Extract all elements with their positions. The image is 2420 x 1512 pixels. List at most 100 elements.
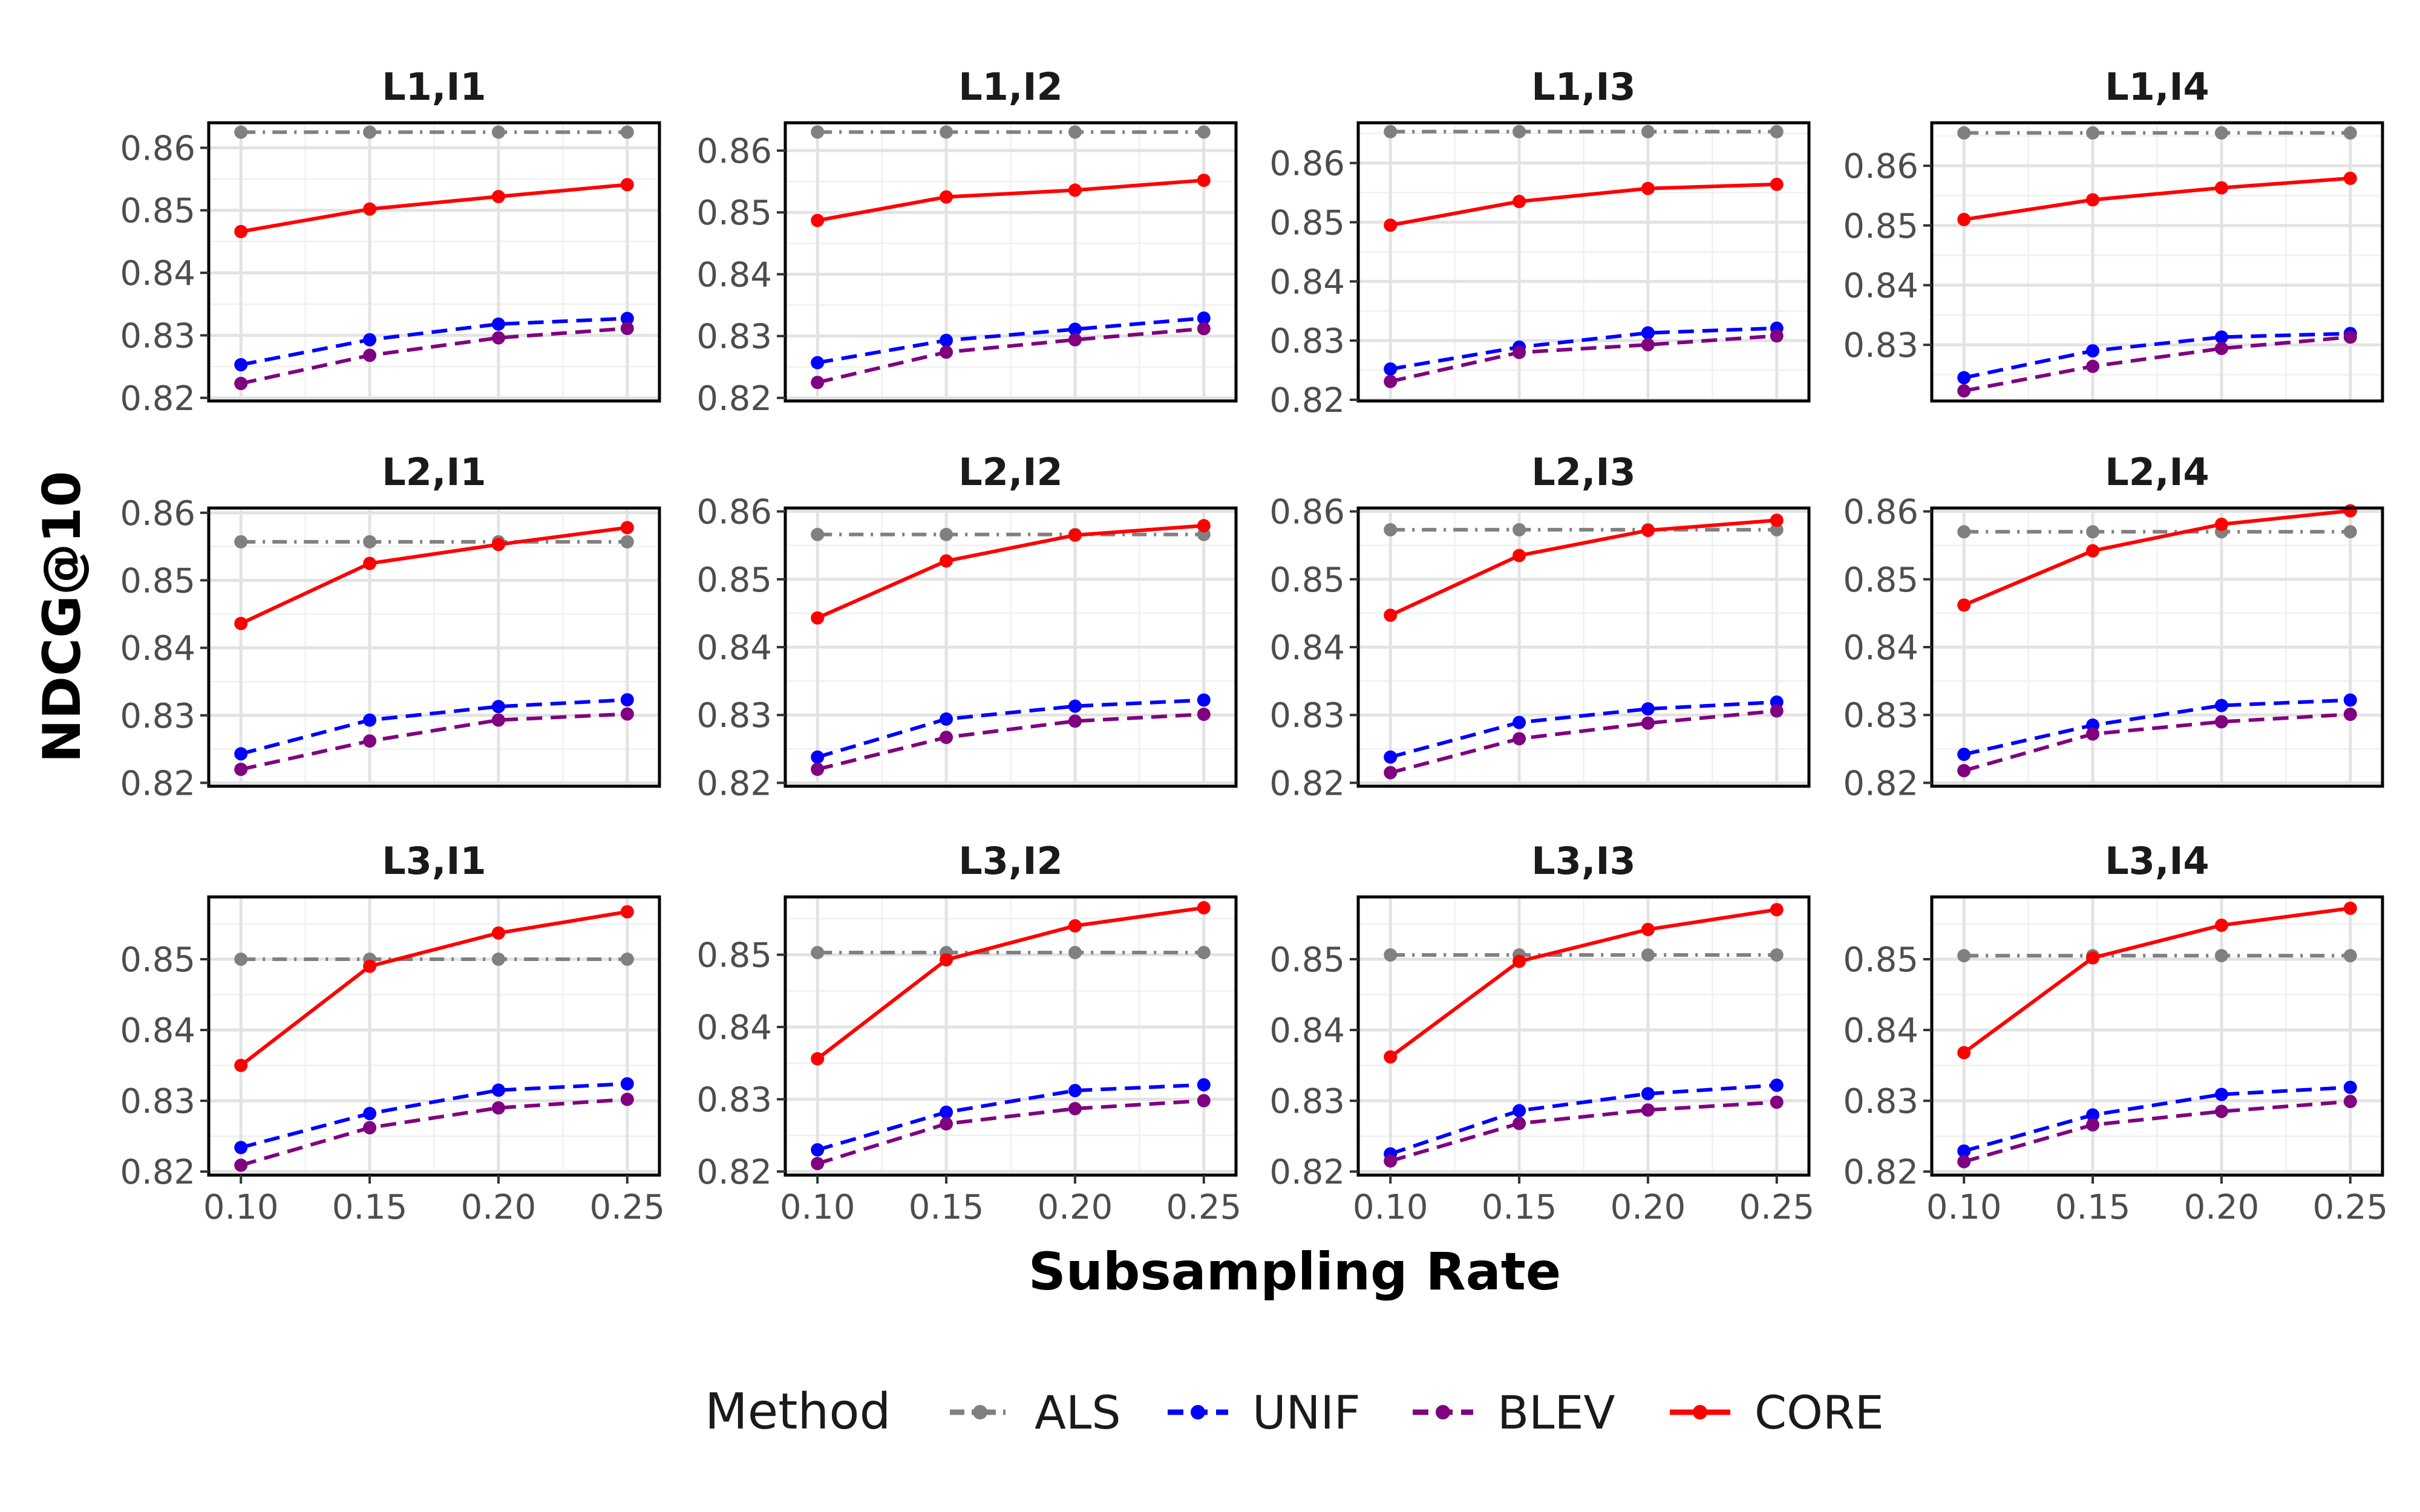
- data-point-blev: [1957, 764, 1971, 778]
- y-tick-label: 0.84: [1269, 262, 1345, 302]
- data-point-unif: [2214, 699, 2228, 712]
- data-point-blev: [1770, 329, 1784, 343]
- panel-border: [1356, 121, 1811, 403]
- data-point-core: [1512, 195, 1526, 209]
- data-point-blev: [491, 713, 505, 727]
- data-point-unif: [1384, 750, 1398, 764]
- data-point-blev: [1068, 333, 1082, 347]
- data-point-core: [1641, 524, 1655, 538]
- y-tick-label: 0.85: [1269, 561, 1345, 600]
- data-point-als: [1957, 126, 1971, 140]
- series-line-unif: [1963, 698, 2350, 757]
- data-point-blev: [2086, 1118, 2100, 1132]
- series-line-blev: [240, 327, 628, 385]
- data-point-als: [2086, 525, 2100, 539]
- legend-marker: [973, 1405, 987, 1419]
- data-point-blev: [2214, 1104, 2228, 1118]
- y-tick-label: 0.83: [1269, 1082, 1345, 1121]
- x-tick-label: 0.20: [461, 1188, 537, 1227]
- panel: 0.82 0.83 0.84 0.85 0.86 L2,I3: [1269, 450, 1811, 803]
- data-point-unif: [234, 358, 248, 372]
- data-point-unif: [620, 693, 634, 707]
- data-point-blev: [234, 377, 248, 391]
- series-line-unif: [817, 1083, 1204, 1152]
- y-axis-title: NDCG@10: [32, 471, 93, 763]
- data-point-core: [1068, 528, 1082, 542]
- data-point-unif: [1512, 1104, 1526, 1118]
- data-point-blev: [2343, 1095, 2357, 1109]
- y-tick-label: 0.85: [120, 192, 195, 231]
- y-tick-label: 0.83: [696, 696, 772, 735]
- data-point-blev: [1068, 714, 1082, 728]
- y-tick-label: 0.82: [1843, 1153, 1918, 1192]
- data-point-blev: [2343, 330, 2357, 344]
- panel-border: [207, 895, 661, 1177]
- panel-title: L2,I4: [2105, 450, 2209, 494]
- data-point-als: [1957, 949, 1971, 963]
- series-line-unif: [1963, 1085, 2350, 1153]
- data-point-blev: [2214, 342, 2228, 356]
- data-point-core: [2086, 951, 2100, 965]
- data-point-unif: [491, 700, 505, 714]
- data-point-blev: [1957, 1155, 1971, 1168]
- y-tick-label: 0.85: [1843, 207, 1918, 246]
- data-point-als: [940, 125, 953, 139]
- data-point-unif: [1770, 1078, 1784, 1092]
- data-point-core: [2343, 901, 2357, 915]
- data-point-blev: [1384, 1154, 1398, 1168]
- data-point-als: [2343, 949, 2357, 963]
- series-line-core: [1963, 906, 2351, 1054]
- data-point-core: [1197, 901, 1211, 914]
- data-point-unif: [2086, 344, 2100, 358]
- data-point-core: [2343, 171, 2357, 185]
- y-tick-label: 0.86: [696, 132, 772, 171]
- x-tick-label: 0.10: [780, 1188, 855, 1227]
- y-tick-label: 0.84: [1843, 266, 1918, 305]
- data-point-unif: [620, 1077, 634, 1091]
- data-point-als: [1384, 523, 1398, 536]
- data-point-als: [2214, 126, 2228, 140]
- panel: 0.82 0.83 0.84 0.85 0.10 0.15 0.20 0.25 L3,I4: [1843, 839, 2388, 1227]
- data-point-als: [1770, 523, 1784, 536]
- data-point-blev: [1512, 732, 1526, 746]
- panel-title: L3,I3: [1531, 839, 1635, 883]
- data-point-als: [2343, 126, 2357, 140]
- data-point-core: [1384, 608, 1398, 622]
- legend-marker: [1436, 1405, 1450, 1419]
- panel-border: [1356, 895, 1811, 1177]
- panel: 0.82 0.83 0.84 0.85 0.86 L1,I3: [1269, 65, 1811, 420]
- y-tick-label: 0.84: [696, 1008, 772, 1048]
- series-line-core: [1963, 176, 2351, 221]
- data-point-blev: [2343, 708, 2357, 722]
- data-point-core: [363, 202, 377, 216]
- data-point-unif: [1641, 702, 1655, 716]
- data-point-core: [940, 190, 953, 204]
- panel-title: L3,I2: [958, 839, 1062, 883]
- series-line-unif: [240, 316, 627, 367]
- data-point-blev: [940, 731, 953, 745]
- y-tick-label: 0.82: [120, 764, 195, 803]
- data-point-als: [1512, 125, 1526, 138]
- data-point-als: [1641, 125, 1655, 138]
- y-tick-label: 0.86: [120, 129, 195, 168]
- y-tick-label: 0.83: [120, 316, 195, 356]
- data-point-blev: [363, 734, 377, 748]
- x-tick-label: 0.15: [332, 1188, 408, 1227]
- series-line-core: [1389, 908, 1777, 1058]
- series-line-blev: [1390, 709, 1777, 775]
- panel: 0.82 0.83 0.84 0.85 0.86 L2,I1: [120, 450, 661, 803]
- panel: 0.82 0.83 0.84 0.85 0.86 L2,I4: [1843, 450, 2384, 803]
- series-line-blev: [1390, 334, 1777, 383]
- data-point-unif: [1068, 699, 1082, 713]
- data-point-core: [2214, 517, 2228, 531]
- legend-label: UNIF: [1252, 1386, 1361, 1439]
- panel-title: L3,I1: [382, 839, 486, 883]
- series-line-core: [1390, 182, 1777, 227]
- panel-border: [1930, 895, 2384, 1177]
- data-point-blev: [2214, 715, 2228, 729]
- data-point-core: [234, 1058, 248, 1072]
- data-point-blev: [1384, 374, 1398, 388]
- data-point-unif: [1957, 1144, 1971, 1158]
- data-point-als: [620, 125, 634, 139]
- data-point-core: [2214, 181, 2228, 195]
